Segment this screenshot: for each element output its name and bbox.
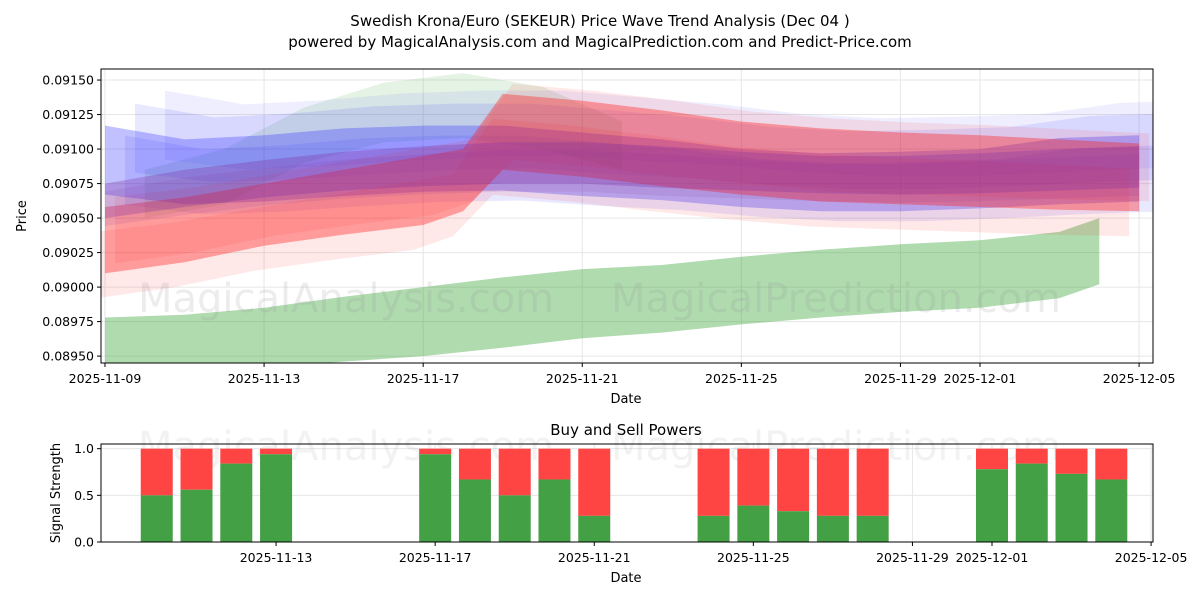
sell-power-bar xyxy=(697,448,730,516)
price-x-label: Date xyxy=(610,392,641,407)
price-x-tick-label: 2025-11-13 xyxy=(228,371,301,386)
blue-band-echo xyxy=(165,90,1153,177)
buy-sell-axes-frame xyxy=(100,443,1154,543)
price-x-tick-label: 2025-11-29 xyxy=(864,371,937,386)
chart-title: Swedish Krona/Euro (SEKEUR) Price Wave T… xyxy=(350,12,849,30)
sell-power-bar xyxy=(1055,448,1088,474)
buy-sell-x-label: Date xyxy=(610,571,641,586)
sell-power-bar xyxy=(140,448,173,496)
buy-power-bar xyxy=(975,469,1008,542)
buy-power-bar xyxy=(180,489,213,542)
red-band-echo xyxy=(101,118,1130,298)
buy-power-bar xyxy=(816,515,849,542)
buy-sell-x-tick-label: 2025-11-29 xyxy=(876,550,949,565)
watermark-right: MagicalPrediction.com xyxy=(611,276,1061,322)
buy-sell-x-tick-label: 2025-12-05 xyxy=(1115,550,1188,565)
price-x-ticks: 2025-11-09 2025-11-13 2025-11-17 2025-11-21… xyxy=(69,363,1176,386)
sell-power-bar xyxy=(220,448,253,464)
buy-power-bar xyxy=(220,463,253,542)
buy-sell-y-tick-label: 1.0 xyxy=(74,441,94,456)
buy-sell-x-tick-label: 2025-12-01 xyxy=(956,550,1029,565)
buy-sell-y-tick-label: 0.5 xyxy=(74,488,94,503)
buy-power-bar xyxy=(260,454,293,542)
green-forecast-band xyxy=(105,218,1100,363)
buy-sell-y-tick-label: 0.0 xyxy=(74,535,94,550)
watermark-left: MagicalAnalysis.com xyxy=(138,276,554,322)
price-axes-frame xyxy=(100,68,1154,364)
buy-power-bar xyxy=(1055,473,1088,542)
chart-subtitle: powered by MagicalAnalysis.com and Magic… xyxy=(288,33,912,51)
blue-band xyxy=(105,125,1140,212)
sell-power-bar xyxy=(777,448,810,512)
red-band-echo xyxy=(115,83,1150,264)
buy-power-bar xyxy=(1015,463,1048,542)
price-y-tick-label: 0.09000 xyxy=(42,280,94,295)
buy-power-bar xyxy=(697,515,730,542)
sell-power-bar xyxy=(816,448,849,516)
sell-power-bar xyxy=(578,448,611,516)
price-plot-area xyxy=(101,69,1153,363)
price-x-tick-label: 2025-11-25 xyxy=(705,371,778,386)
price-y-tick-label: 0.09075 xyxy=(42,176,94,191)
price-y-label: Price xyxy=(15,200,30,232)
price-y-tick-label: 0.09025 xyxy=(42,245,94,260)
buy-sell-x-ticks: 2025-11-13 2025-11-17 2025-11-21 2025-11-25… xyxy=(240,542,1188,565)
buy-power-bar xyxy=(578,515,611,542)
buy-sell-panel: Buy and Sell Powers MagicalAnalysis.com … xyxy=(49,421,1187,586)
buy-power-bar xyxy=(777,511,810,542)
buy-power-bar xyxy=(458,479,491,542)
purple-band xyxy=(105,142,1140,219)
price-y-tick-label: 0.08950 xyxy=(42,349,94,364)
buy-power-bar xyxy=(419,454,452,542)
price-x-tick-label: 2025-12-05 xyxy=(1103,371,1176,386)
price-y-tick-label: 0.09150 xyxy=(42,73,94,88)
sell-power-bar xyxy=(1095,448,1128,480)
blue-band-echo xyxy=(135,103,1153,190)
price-wave-panel: MagicalAnalysis.com MagicalPrediction.co… xyxy=(15,68,1176,407)
price-grid xyxy=(101,69,1153,363)
price-x-tick-label: 2025-12-01 xyxy=(944,371,1017,386)
buy-sell-y-ticks: 0.0 0.5 1.0 xyxy=(74,441,101,550)
price-bands xyxy=(101,73,1153,363)
sell-power-bar xyxy=(260,448,293,455)
buy-power-bar xyxy=(737,505,770,542)
buy-sell-title: Buy and Sell Powers xyxy=(550,421,702,439)
sell-power-bar xyxy=(1015,448,1048,464)
buy-power-bar xyxy=(498,495,531,542)
price-y-tick-label: 0.09100 xyxy=(42,142,94,157)
buy-power-bar xyxy=(1095,479,1128,542)
price-y-ticks: 0.08950 0.08975 0.09000 0.09025 0.09050 0.090… xyxy=(42,73,101,364)
buy-sell-y-label: Signal Strength xyxy=(49,443,64,543)
buy-sell-x-tick-label: 2025-11-25 xyxy=(717,550,790,565)
price-x-tick-label: 2025-11-17 xyxy=(387,371,460,386)
sell-power-bar xyxy=(737,448,770,506)
sell-power-bar xyxy=(419,448,452,455)
sell-power-bar xyxy=(180,448,213,490)
sell-power-bar xyxy=(538,448,571,480)
sell-power-bar xyxy=(458,448,491,480)
sell-power-bar xyxy=(856,448,889,516)
price-y-tick-label: 0.09050 xyxy=(42,211,94,226)
sell-power-bar xyxy=(498,448,531,496)
buy-power-bar xyxy=(856,515,889,542)
price-y-tick-label: 0.08975 xyxy=(42,314,94,329)
red-band xyxy=(105,93,1140,274)
price-x-tick-label: 2025-11-21 xyxy=(546,371,619,386)
buy-power-bar xyxy=(140,495,173,542)
buy-sell-x-tick-label: 2025-11-21 xyxy=(558,550,631,565)
blue-band-echo xyxy=(125,135,1153,222)
buy-sell-x-tick-label: 2025-11-13 xyxy=(240,550,313,565)
buy-sell-x-tick-label: 2025-11-17 xyxy=(399,550,472,565)
price-band-light-green xyxy=(144,73,623,219)
price-y-tick-label: 0.09125 xyxy=(42,107,94,122)
buy-power-bar xyxy=(538,479,571,542)
sell-power-bar xyxy=(975,448,1008,470)
price-x-tick-label: 2025-11-09 xyxy=(69,371,142,386)
purple-band-echo xyxy=(105,150,1140,227)
buy-sell-bars xyxy=(140,448,1128,542)
